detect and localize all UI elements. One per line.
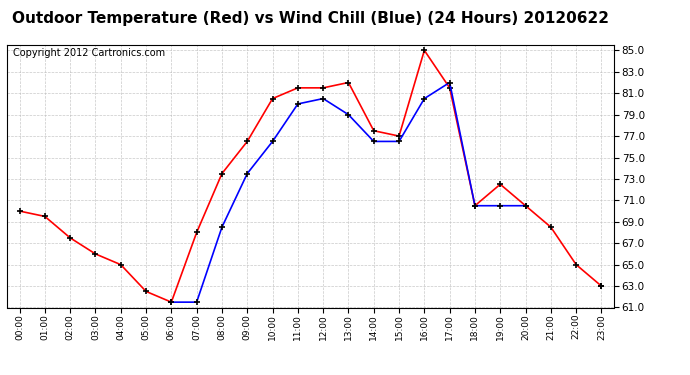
Text: Copyright 2012 Cartronics.com: Copyright 2012 Cartronics.com <box>13 48 165 58</box>
Text: Outdoor Temperature (Red) vs Wind Chill (Blue) (24 Hours) 20120622: Outdoor Temperature (Red) vs Wind Chill … <box>12 11 609 26</box>
